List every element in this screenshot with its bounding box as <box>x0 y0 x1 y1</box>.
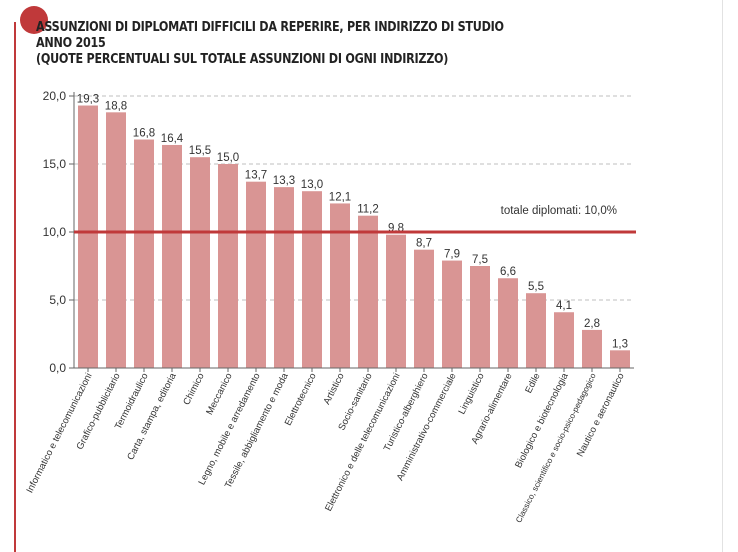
bar <box>246 181 266 368</box>
bar-value-label: 6,6 <box>500 266 516 278</box>
bar <box>274 187 294 368</box>
bar <box>386 234 406 368</box>
chart-title-line-2: ANNO 2015 <box>36 36 106 51</box>
category-label: Artistico <box>322 371 347 406</box>
bar-value-label: 18,8 <box>105 100 127 112</box>
bar <box>358 215 378 368</box>
bar <box>526 293 546 368</box>
bar <box>190 157 210 368</box>
chart-title-line-1: ASSUNZIONI DI DIPLOMATI DIFFICILI DA REP… <box>36 20 504 35</box>
bar <box>414 249 434 368</box>
bar-value-label: 5,5 <box>528 281 544 293</box>
bar <box>582 329 602 368</box>
bar-value-label: 15,0 <box>217 152 239 164</box>
bar-value-label: 7,5 <box>472 254 488 266</box>
bar <box>610 350 630 368</box>
accent-dot <box>20 6 48 34</box>
bar-value-label: 13,7 <box>245 170 267 182</box>
y-tick-label: 20,0 <box>43 89 67 103</box>
y-tick-label: 10,0 <box>43 225 67 239</box>
bar-value-label: 4,1 <box>556 300 572 312</box>
bar-value-label: 15,5 <box>189 145 211 157</box>
bar-value-label: 11,2 <box>357 204 379 216</box>
y-tick-label: 0,0 <box>49 361 66 375</box>
bar-value-label: 19,3 <box>77 94 99 106</box>
chart-title: ASSUNZIONI DI DIPLOMATI DIFFICILI DA REP… <box>36 20 504 68</box>
y-tick-label: 15,0 <box>43 157 67 171</box>
chart-title-line-3: (QUOTE PERCENTUALI SUL TOTALE ASSUNZIONI… <box>36 52 449 67</box>
category-label: Linguistico <box>456 371 486 416</box>
bar <box>134 139 154 368</box>
bar-value-label: 16,4 <box>161 133 184 145</box>
page-divider <box>722 0 723 552</box>
bar-value-label: 8,7 <box>416 238 432 250</box>
reference-line-label: totale diplomati: 10,0% <box>501 205 617 217</box>
bar <box>302 191 322 368</box>
bar <box>554 312 574 368</box>
bar <box>78 105 98 369</box>
bar <box>106 112 126 368</box>
bar-value-label: 7,9 <box>444 249 460 261</box>
category-label: Chimico <box>181 371 206 407</box>
bar <box>498 278 518 368</box>
category-label: Meccanico <box>204 371 234 416</box>
category-label: Edile <box>523 371 542 395</box>
bar <box>162 144 182 368</box>
bar <box>442 260 462 368</box>
bar-value-label: 16,8 <box>133 128 155 140</box>
bar-value-label: 13,0 <box>301 179 323 191</box>
bar-value-label: 13,3 <box>273 175 295 187</box>
bar <box>218 164 238 368</box>
category-label: Biologico e biotecnologia <box>513 371 571 470</box>
accent-bar <box>14 22 16 552</box>
bar <box>470 266 490 368</box>
bar-value-label: 1,3 <box>612 338 628 350</box>
y-tick-label: 5,0 <box>49 293 66 307</box>
bar-value-label: 12,1 <box>329 191 351 203</box>
bar-value-label: 2,8 <box>584 318 600 330</box>
bar <box>330 203 350 368</box>
